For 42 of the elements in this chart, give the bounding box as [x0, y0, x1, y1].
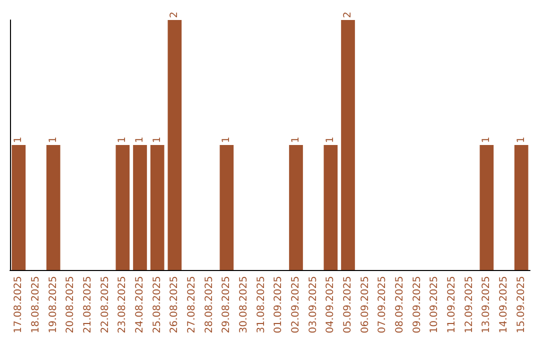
- x-tick-label: 05.09.2025: [342, 276, 354, 334]
- data-label: 2: [342, 12, 354, 18]
- x-tick-label: 23.08.2025: [117, 276, 128, 334]
- x-tick-label: 21.08.2025: [82, 276, 94, 334]
- data-label: 1: [117, 136, 128, 143]
- x-tick-label: 24.08.2025: [134, 276, 146, 334]
- data-label: 1: [290, 136, 302, 143]
- data-label: 1: [48, 136, 59, 143]
- data-label: 1: [516, 136, 527, 143]
- x-tick-label: 20.08.2025: [65, 276, 76, 334]
- x-tick-label: 26.08.2025: [169, 276, 180, 334]
- x-tick-label: 15.09.2025: [516, 276, 527, 334]
- x-tick-label: 01.09.2025: [273, 276, 284, 334]
- x-tick-label: 02.09.2025: [290, 276, 302, 334]
- x-tick-label: 13.09.2025: [481, 276, 492, 334]
- x-tick-label: 04.09.2025: [325, 276, 336, 334]
- x-tick-label: 14.09.2025: [498, 276, 510, 334]
- data-label: 1: [481, 136, 492, 143]
- x-tick-label: 10.09.2025: [429, 276, 440, 334]
- x-tick-label: 29.08.2025: [221, 276, 232, 334]
- x-tick-label: 27.08.2025: [186, 276, 198, 334]
- x-tick-label: 28.08.2025: [204, 276, 215, 334]
- x-tick-label: 06.09.2025: [360, 276, 371, 334]
- data-label: 1: [152, 136, 163, 143]
- x-tick-label: 17.08.2025: [13, 276, 24, 334]
- data-label: 1: [221, 136, 232, 143]
- x-tick-label: 11.09.2025: [446, 276, 458, 334]
- x-tick-label: 30.08.2025: [238, 276, 250, 334]
- x-tick-label: 09.09.2025: [412, 276, 423, 334]
- x-tick-label: 18.08.2025: [30, 276, 42, 334]
- data-label: 2: [169, 12, 180, 18]
- data-label: 1: [325, 136, 336, 143]
- x-tick-label: 07.09.2025: [377, 276, 388, 334]
- x-tick-label: 12.09.2025: [464, 276, 475, 334]
- data-label: 1: [134, 136, 146, 143]
- x-tick-label: 08.09.2025: [394, 276, 406, 334]
- x-tick-label: 25.08.2025: [152, 276, 163, 334]
- x-tick-label: 19.08.2025: [48, 276, 59, 334]
- x-tick-label: 22.08.2025: [100, 276, 111, 334]
- x-tick-label: 03.09.2025: [308, 276, 319, 334]
- x-tick-label: 31.08.2025: [256, 276, 267, 334]
- data-label: 1: [13, 136, 24, 143]
